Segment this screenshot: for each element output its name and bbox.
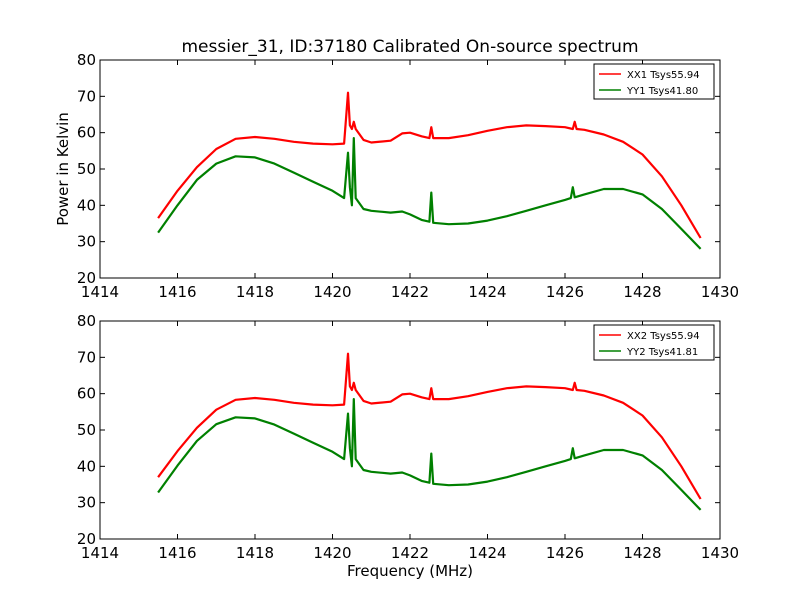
y-tick-label: 70	[77, 87, 96, 105]
y-tick-label: 70	[77, 348, 96, 366]
y-tick-label: 80	[77, 51, 96, 69]
x-tick-label: 1414	[81, 283, 119, 301]
legend: XX2 Tsys55.94 YY2 Tsys41.81	[593, 324, 715, 361]
legend-entry: XX1 Tsys55.94	[627, 70, 700, 81]
legend-entry: XX2 Tsys55.94	[627, 331, 700, 342]
chart-title: messier_31, ID:37180 Calibrated On-sourc…	[182, 37, 639, 57]
x-tick-label: 1416	[158, 544, 196, 562]
top-panel: 1414 1416 1418 1420 1422 1424 1426 1428 1430 20 30…	[77, 51, 739, 301]
y-tick-label: 30	[77, 233, 96, 251]
series-line-yy	[157, 137, 702, 250]
x-tick-label: 1430	[701, 283, 739, 301]
legend-box	[593, 324, 715, 361]
y-tick-label: 20	[77, 530, 96, 548]
legend-entry: YY2 Tsys41.81	[626, 347, 698, 358]
x-tick-label: 1426	[546, 544, 584, 562]
x-tick-label: 1428	[623, 544, 661, 562]
x-tick-label: 1422	[391, 544, 429, 562]
y-tick-label: 20	[77, 269, 96, 287]
y-tick-label: 60	[77, 385, 96, 403]
series-line-yy	[157, 398, 702, 511]
x-tick-label: 1418	[236, 544, 274, 562]
x-tick-label: 1426	[546, 283, 584, 301]
y-tick-label: 80	[77, 312, 96, 330]
y-tick-label: 60	[77, 124, 96, 142]
y-tick-label: 30	[77, 494, 96, 512]
x-tick-label: 1428	[623, 283, 661, 301]
x-tick-label: 1424	[468, 283, 506, 301]
legend-entry: YY1 Tsys41.80	[626, 86, 698, 97]
y-tick-label: 50	[77, 421, 96, 439]
x-tick-label: 1414	[81, 544, 119, 562]
y-tick-label: 50	[77, 160, 96, 178]
x-tick-label: 1418	[236, 283, 274, 301]
x-axis-label: Frequency (MHz)	[347, 562, 473, 580]
legend-box	[593, 63, 715, 100]
y-tick-label: 40	[77, 196, 96, 214]
x-tick-label: 1420	[313, 283, 351, 301]
x-tick-label: 1420	[313, 544, 351, 562]
x-tick-label: 1416	[158, 283, 196, 301]
x-tick-label: 1424	[468, 544, 506, 562]
y-axis-label: Power in Kelvin	[54, 112, 72, 226]
y-tick-label: 40	[77, 457, 96, 475]
series-line-xx	[157, 91, 702, 239]
x-tick-label: 1430	[701, 544, 739, 562]
legend: XX1 Tsys55.94 YY1 Tsys41.80	[593, 63, 715, 100]
x-tick-label: 1422	[391, 283, 429, 301]
series-line-xx	[157, 352, 702, 500]
bottom-panel: 1414 1416 1418 1420 1422 1424 1426 1428 1430 20 30…	[77, 312, 739, 562]
